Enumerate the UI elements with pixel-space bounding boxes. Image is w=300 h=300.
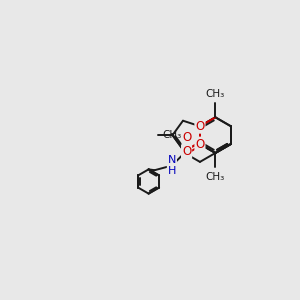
Text: CH₃: CH₃ — [163, 130, 182, 140]
Text: N
H: N H — [168, 155, 176, 176]
Text: O: O — [183, 131, 192, 144]
Text: O: O — [182, 145, 191, 158]
Text: CH₃: CH₃ — [206, 172, 225, 182]
Text: CH₃: CH₃ — [206, 88, 225, 99]
Text: O: O — [195, 138, 205, 151]
Text: O: O — [195, 120, 205, 133]
